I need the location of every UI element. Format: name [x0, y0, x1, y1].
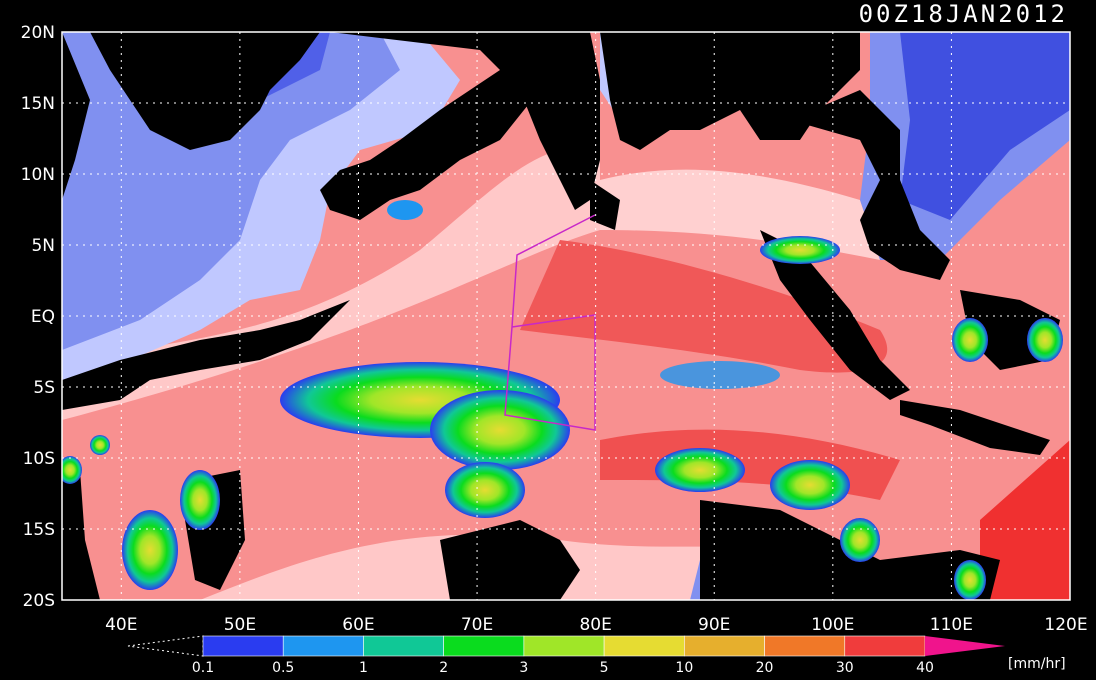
land-myanmar-malaysia — [790, 90, 950, 280]
timestamp: 00Z18JAN2012 — [859, 0, 1068, 28]
colorbar-unit: [mm/hr] — [1008, 656, 1066, 672]
rain-cluster-100e-s — [840, 518, 880, 562]
lon-label: 50E — [224, 615, 256, 635]
rain-cluster-comoros — [90, 435, 110, 455]
rain-cluster-100e — [770, 460, 850, 510]
map-plot-area — [62, 32, 1070, 600]
lat-label: 5N — [31, 236, 55, 256]
colorbar-max-arrow — [925, 636, 1005, 656]
colorbar-swatch — [684, 635, 765, 657]
lon-label: 110E — [930, 615, 973, 635]
land-java — [900, 400, 1050, 455]
lon-label: 80E — [579, 615, 611, 635]
colorbar-swatch — [764, 635, 846, 657]
rain-cell-arabian-sea — [387, 200, 423, 220]
rain-cluster-south — [445, 462, 525, 518]
land-africa-arabia — [62, 32, 320, 200]
colorbar-swatch — [603, 635, 685, 657]
land-sri-lanka — [590, 180, 620, 230]
colorbar-tick-label: 20 — [756, 660, 774, 676]
lon-label: 100E — [811, 615, 854, 635]
lat-label: EQ — [31, 307, 55, 327]
lat-label: 15S — [23, 520, 55, 540]
lat-label: 10S — [23, 449, 55, 469]
colorbar-tick-label: 10 — [675, 660, 693, 676]
rain-cluster-sulawesi — [1027, 318, 1063, 362]
colorbar-tick-label: 0.1 — [192, 660, 214, 676]
rain-cluster-andaman — [760, 236, 840, 264]
land-somali-coast — [62, 300, 350, 410]
colorbar-tick-label: 0.5 — [272, 660, 294, 676]
graticule — [62, 32, 1070, 600]
colorbar-swatch — [282, 635, 364, 657]
ocean-wet-zone — [520, 240, 888, 373]
lon-label: 60E — [342, 615, 374, 635]
colorbar-min-arrow — [127, 635, 204, 657]
land-sumatra — [760, 230, 910, 400]
land-india — [510, 32, 600, 210]
colorbar-tick-label: 5 — [600, 660, 609, 676]
rain-cluster-central-b — [430, 390, 570, 470]
colorbar-swatch — [844, 635, 926, 657]
rain-cluster-madagascar-w — [122, 510, 178, 590]
colorbar: 0.1 0.5 1 2 3 5 10 20 30 40 [mm/hr] — [127, 635, 1066, 676]
low-value-region-east-dark — [900, 32, 1070, 220]
lon-label: 90E — [698, 615, 730, 635]
colorbar-tick-label: 2 — [439, 660, 448, 676]
colorbar-swatch — [202, 635, 284, 657]
lat-label: 20S — [23, 591, 55, 611]
rain-cluster-southeast — [954, 560, 986, 600]
colorbar-tick-label: 1 — [359, 660, 368, 676]
lon-label: 120E — [1044, 615, 1087, 635]
colorbar-tick-label: 30 — [836, 660, 854, 676]
colorbar-tick-label: 3 — [519, 660, 528, 676]
observation-track — [504, 214, 596, 431]
rain-cluster-borneo — [952, 318, 988, 362]
longitude-labels: 40E 50E 60E 70E 80E 90E 100E 110E 120E — [105, 615, 1087, 635]
rain-band-80e-95e — [660, 361, 780, 389]
land-africa-south — [62, 460, 100, 600]
lon-label: 40E — [105, 615, 137, 635]
lat-label: 20N — [21, 23, 55, 43]
rain-cluster-mozambique — [62, 456, 82, 484]
land-arabia-iran — [320, 32, 560, 220]
lat-label: 5S — [33, 378, 55, 398]
colorbar-swatch — [523, 635, 605, 657]
ocean-wet-zone-east — [980, 440, 1070, 600]
colorbar-swatch — [443, 635, 525, 657]
rain-cluster-90e — [655, 448, 745, 492]
colorbar-swatch — [363, 635, 444, 657]
land-australia-west-a — [440, 520, 580, 600]
lon-label: 70E — [461, 615, 493, 635]
lat-label: 10N — [21, 165, 55, 185]
lat-label: 15N — [21, 94, 55, 114]
colorbar-tick-label: 40 — [916, 660, 934, 676]
rain-cluster-madagascar-n — [180, 470, 220, 530]
latitude-labels: 20N 15N 10N 5N EQ 5S 10S 15S 20S — [21, 23, 55, 611]
map-frame — [61, 31, 1071, 601]
